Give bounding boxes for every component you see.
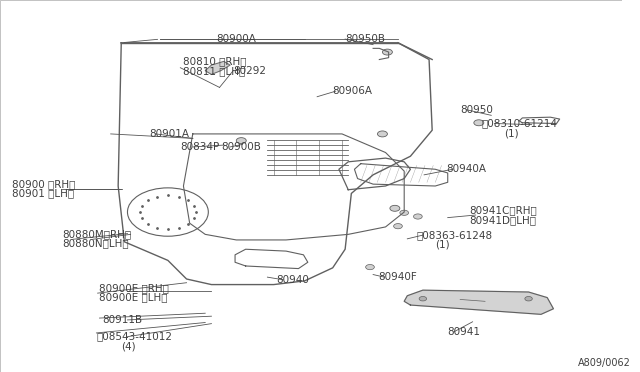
Text: 80906A: 80906A	[333, 86, 372, 96]
Text: 80950B: 80950B	[345, 34, 385, 44]
Text: 80901A: 80901A	[149, 129, 189, 139]
Text: 80940A: 80940A	[447, 164, 486, 174]
Text: 80292: 80292	[233, 66, 266, 76]
Circle shape	[413, 214, 422, 219]
Text: 80810 〈RH〉: 80810 〈RH〉	[184, 57, 247, 66]
Text: 80911B: 80911B	[102, 315, 143, 325]
Text: (1): (1)	[435, 240, 450, 250]
Text: 80834P: 80834P	[180, 142, 220, 152]
Text: 80880N〈LH〉: 80880N〈LH〉	[62, 239, 129, 248]
Circle shape	[525, 296, 532, 301]
Text: 80900B: 80900B	[221, 142, 260, 152]
Circle shape	[378, 131, 387, 137]
Text: Ⓝ08363-61248: Ⓝ08363-61248	[417, 230, 493, 240]
Text: 80940: 80940	[276, 275, 310, 285]
Text: 80900E 〈RH〉: 80900E 〈RH〉	[99, 283, 170, 293]
Polygon shape	[205, 61, 230, 74]
Circle shape	[474, 120, 484, 126]
Text: (4): (4)	[121, 342, 136, 352]
Circle shape	[390, 205, 400, 211]
Text: Ⓝ08543-41012: Ⓝ08543-41012	[97, 332, 172, 341]
Polygon shape	[404, 290, 554, 314]
Text: 80900 〈RH〉: 80900 〈RH〉	[12, 179, 76, 189]
Text: 80900A: 80900A	[216, 34, 256, 44]
Text: 80900E 〈LH〉: 80900E 〈LH〉	[99, 293, 168, 302]
Text: A809/0062: A809/0062	[579, 358, 631, 368]
Text: 80880M〈RH〉: 80880M〈RH〉	[62, 230, 131, 239]
Text: 80941: 80941	[448, 327, 481, 337]
Text: 80811 〈LH〉: 80811 〈LH〉	[184, 66, 246, 76]
Circle shape	[394, 224, 403, 229]
Text: 80940F: 80940F	[378, 272, 417, 282]
Circle shape	[365, 264, 374, 270]
Text: 80941D〈LH〉: 80941D〈LH〉	[470, 215, 536, 225]
Circle shape	[400, 210, 408, 215]
Text: 80950: 80950	[460, 105, 493, 115]
Circle shape	[419, 296, 427, 301]
Text: Ⓝ08310-61214: Ⓝ08310-61214	[482, 119, 558, 128]
Circle shape	[236, 138, 246, 144]
Circle shape	[383, 49, 392, 55]
Text: 80941C〈RH〉: 80941C〈RH〉	[470, 205, 537, 215]
Text: (1): (1)	[504, 128, 518, 138]
Text: 80901 〈LH〉: 80901 〈LH〉	[12, 189, 75, 198]
